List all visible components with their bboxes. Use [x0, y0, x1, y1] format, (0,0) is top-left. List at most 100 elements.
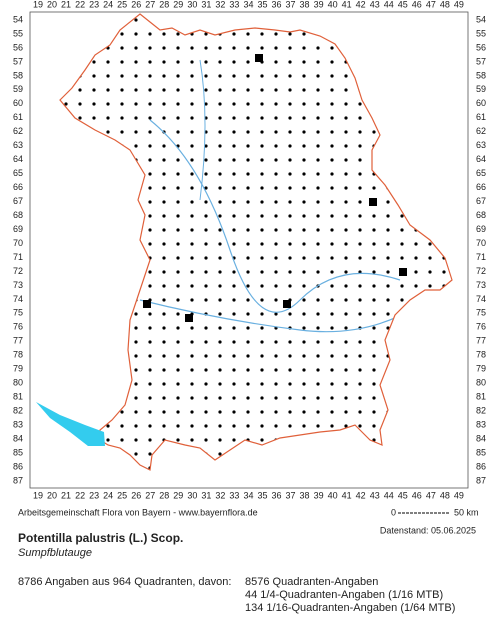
column-label: 32 — [215, 0, 225, 9]
species-name: Potentilla palustris (L.) Scop. — [18, 531, 183, 545]
column-label: 48 — [440, 490, 450, 500]
column-label: 19 — [33, 0, 43, 9]
lake — [36, 402, 105, 446]
row-label: 65 — [13, 168, 23, 178]
row-label: 81 — [13, 392, 23, 402]
row-label: 79 — [476, 364, 486, 374]
column-label: 37 — [286, 490, 296, 500]
row-label: 78 — [13, 350, 23, 360]
row-label: 75 — [476, 308, 486, 318]
stats-summary: 8786 Angaben aus 964 Quadranten, davon: — [18, 576, 231, 588]
column-label: 45 — [398, 490, 408, 500]
row-label: 66 — [476, 182, 486, 192]
column-label: 43 — [370, 0, 380, 9]
column-label: 43 — [370, 490, 380, 500]
column-label: 19 — [33, 490, 43, 500]
row-label: 56 — [13, 42, 23, 52]
row-label: 71 — [476, 252, 486, 262]
column-label: 31 — [201, 0, 211, 9]
column-label: 21 — [61, 0, 71, 9]
column-label: 20 — [47, 0, 57, 9]
column-label: 30 — [187, 0, 197, 9]
column-label: 42 — [356, 0, 366, 9]
column-label: 40 — [328, 0, 338, 9]
row-label: 69 — [476, 224, 486, 234]
column-label: 35 — [257, 490, 267, 500]
column-label: 24 — [103, 0, 113, 9]
column-label: 29 — [173, 490, 183, 500]
row-label: 68 — [476, 210, 486, 220]
date: Datenstand: 05.06.2025 — [380, 525, 476, 535]
column-label: 37 — [286, 0, 296, 9]
row-label: 56 — [476, 42, 486, 52]
row-label: 80 — [13, 378, 23, 388]
row-label: 80 — [476, 378, 486, 388]
column-label: 32 — [215, 490, 225, 500]
row-label: 70 — [476, 238, 486, 248]
column-label: 22 — [75, 490, 85, 500]
row-label: 82 — [13, 406, 23, 416]
column-label: 36 — [272, 490, 282, 500]
row-label: 61 — [13, 112, 23, 122]
column-label: 49 — [454, 490, 464, 500]
column-label: 29 — [173, 0, 183, 9]
common-name: Sumpfblutauge — [18, 547, 92, 559]
row-label: 86 — [476, 461, 486, 471]
column-label: 25 — [117, 0, 127, 9]
stats-line: 44 1/4-Quadranten-Angaben (1/16 MTB) — [245, 589, 443, 601]
column-label: 40 — [328, 490, 338, 500]
row-label: 86 — [13, 461, 23, 471]
column-label: 27 — [145, 0, 155, 9]
row-label: 58 — [476, 70, 486, 80]
row-label: 61 — [476, 112, 486, 122]
row-label: 67 — [13, 196, 23, 206]
column-label: 33 — [229, 0, 239, 9]
column-label: 49 — [454, 0, 464, 9]
column-label: 27 — [145, 490, 155, 500]
row-label: 60 — [13, 98, 23, 108]
row-label: 62 — [476, 126, 486, 136]
row-label: 77 — [13, 336, 23, 346]
row-label: 74 — [476, 294, 486, 304]
credit: Arbeitsgemeinschaft Flora von Bayern - w… — [18, 507, 258, 517]
column-label: 31 — [201, 490, 211, 500]
column-label: 20 — [47, 490, 57, 500]
column-label: 34 — [243, 490, 253, 500]
column-label: 26 — [131, 0, 141, 9]
stats-line: 8576 Quadranten-Angaben — [245, 576, 378, 588]
stats-line: 134 1/16-Quadranten-Angaben (1/64 MTB) — [245, 602, 455, 614]
column-label: 38 — [300, 490, 310, 500]
row-label: 64 — [476, 154, 486, 164]
row-label: 81 — [476, 392, 486, 402]
row-label: 77 — [476, 336, 486, 346]
row-label: 87 — [476, 475, 486, 485]
column-label: 39 — [314, 490, 324, 500]
row-label: 76 — [13, 322, 23, 332]
scale-start: 0 — [391, 507, 396, 517]
row-label: 76 — [476, 322, 486, 332]
row-label: 78 — [476, 350, 486, 360]
row-label: 72 — [476, 266, 486, 276]
column-label: 42 — [356, 490, 366, 500]
row-label: 84 — [13, 433, 23, 443]
column-label: 25 — [117, 490, 127, 500]
column-label: 41 — [342, 0, 352, 9]
row-label: 70 — [13, 238, 23, 248]
column-label: 33 — [229, 490, 239, 500]
column-label: 38 — [300, 0, 310, 9]
column-label: 48 — [440, 0, 450, 9]
row-label: 57 — [476, 56, 486, 66]
row-label: 54 — [13, 14, 23, 24]
column-label: 46 — [412, 0, 422, 9]
row-label: 75 — [13, 308, 23, 318]
row-label: 58 — [13, 70, 23, 80]
row-label: 87 — [13, 475, 23, 485]
row-label: 62 — [13, 126, 23, 136]
row-label: 71 — [13, 252, 23, 262]
column-label: 24 — [103, 490, 113, 500]
column-label: 34 — [243, 0, 253, 9]
column-label: 35 — [257, 0, 267, 9]
row-label: 64 — [13, 154, 23, 164]
